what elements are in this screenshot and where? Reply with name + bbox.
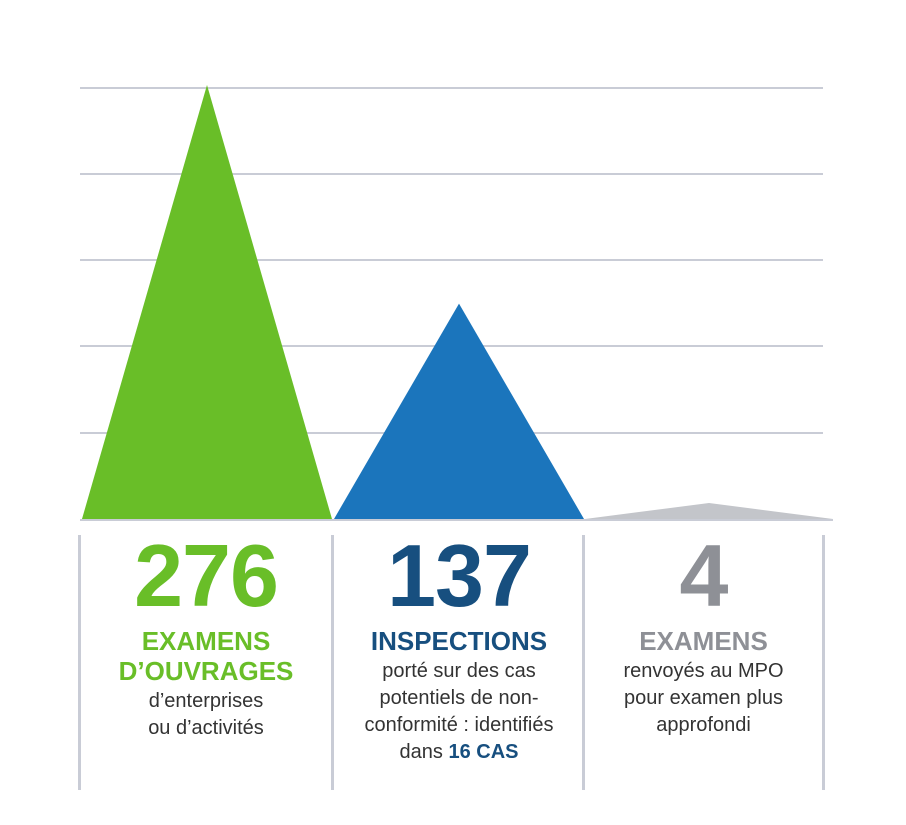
stat-value-276: 276 [134, 526, 279, 625]
stat-description-last-line: dans 16 CAS [334, 739, 584, 766]
stat-value-4: 4 [679, 526, 729, 625]
stat-description-line: renvoyés au MPO [623, 660, 784, 682]
stat-heading-line: D’OUVRAGES [118, 656, 294, 686]
stat-heading-line: EXAMENS [639, 626, 768, 656]
stat-value-137: 137 [387, 526, 532, 625]
divider-left [78, 535, 81, 790]
divider-right [822, 535, 825, 790]
triangle-mark [82, 85, 332, 519]
stat-column-referrals: 4 EXAMENS renvoyés au MPO pour examen pl… [585, 530, 822, 739]
triangle-mark [334, 303, 584, 519]
stat-description-line: conformité : identifiés [364, 714, 554, 736]
stat-column-inspections: 137 INSPECTIONS porté sur des cas potent… [334, 530, 584, 766]
stat-description-prefix: dans [399, 741, 449, 763]
triangle-marks [82, 85, 833, 519]
divider-mid-2 [582, 535, 585, 790]
stat-description-line: pour examen plus [624, 687, 783, 709]
stat-description-line: ou d’activités [148, 717, 264, 739]
stat-description-line: approfondi [656, 714, 751, 736]
divider-mid-1 [331, 535, 334, 790]
stat-description-line: d’enterprises [148, 690, 264, 712]
stat-description-line: potentiels de non- [379, 687, 539, 709]
stat-heading-line: EXAMENS [141, 626, 271, 656]
stat-cases-count: 16 CAS [448, 741, 519, 763]
stat-column-reviews: 276 EXAMENS D’OUVRAGES d’enterprises ou … [81, 530, 331, 742]
stat-heading-line: INSPECTIONS [370, 626, 548, 656]
triangle-mark [585, 503, 833, 519]
stat-description-line: porté sur des cas [382, 660, 536, 682]
